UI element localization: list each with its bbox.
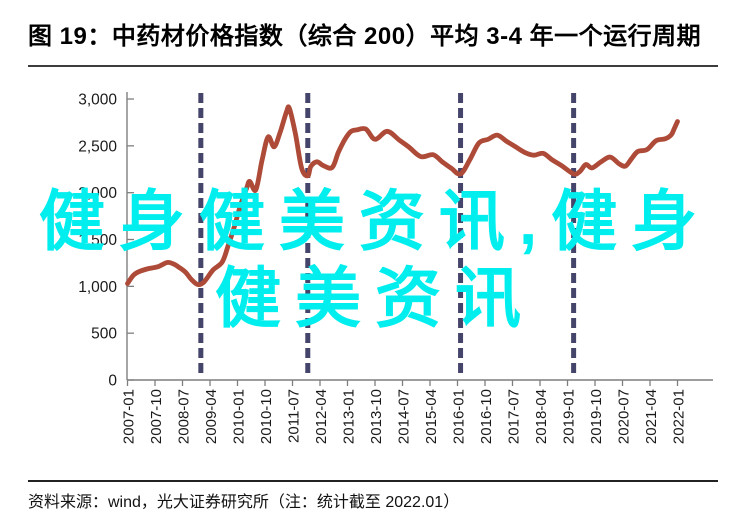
x-tick-label: 2019-10: [588, 389, 605, 444]
y-tick-label: 2,000: [78, 185, 117, 202]
x-tick-label: 2019-01: [561, 389, 578, 444]
figure-title: 图 19：中药材价格指数（综合 200）平均 3-4 年一个运行周期: [28, 23, 702, 50]
x-tick-label: 2010-10: [258, 389, 275, 444]
y-tick-label: 500: [91, 326, 117, 343]
x-tick-label: 2018-04: [533, 389, 550, 444]
x-tick-label: 2021-04: [643, 389, 660, 444]
x-tick-label: 2010-01: [231, 389, 248, 444]
x-tick-label: 2016-01: [451, 389, 468, 444]
x-tick-label: 2014-07: [396, 389, 413, 444]
x-axis-labels: 2007-01 2007-10 2008-07 2009-04 2010-01 2010-…: [121, 380, 688, 444]
y-axis-labels: 0 500 1,000 1,500 2,000 2,500 3,000: [78, 92, 134, 390]
x-tick-label: 2015-04: [423, 389, 440, 444]
x-tick-label: 2008-07: [176, 389, 193, 444]
y-tick-label: 3,000: [78, 92, 117, 109]
x-tick-label: 2012-04: [313, 389, 330, 444]
y-tick-label: 1,500: [78, 232, 117, 249]
x-tick-label: 2009-04: [203, 389, 220, 444]
x-tick-label: 2007-10: [148, 389, 165, 444]
x-tick-label: 2013-01: [341, 389, 358, 444]
x-tick-label: 2013-10: [368, 389, 385, 444]
x-tick-label: 2007-01: [121, 389, 138, 444]
y-tick-label: 2,500: [78, 138, 117, 155]
source-note: 资料来源：wind，光大证券研究所（注：统计截至 2022.01）: [28, 494, 460, 511]
title-divider: [28, 65, 718, 67]
x-tick-label: 2022-01: [671, 389, 688, 444]
y-tick-label: 0: [108, 373, 117, 390]
x-tick-label: 2017-07: [506, 389, 523, 444]
y-tick-label: 1,000: [78, 279, 117, 296]
x-tick-label: 2011-07: [286, 389, 303, 443]
price-index-series-line: [125, 104, 680, 288]
footer-divider: [28, 480, 718, 482]
x-tick-label: 2020-07: [616, 389, 633, 444]
x-tick-label: 2016-10: [478, 389, 495, 444]
cycle-divider-lines: [198, 93, 577, 378]
axes: [126, 92, 713, 381]
